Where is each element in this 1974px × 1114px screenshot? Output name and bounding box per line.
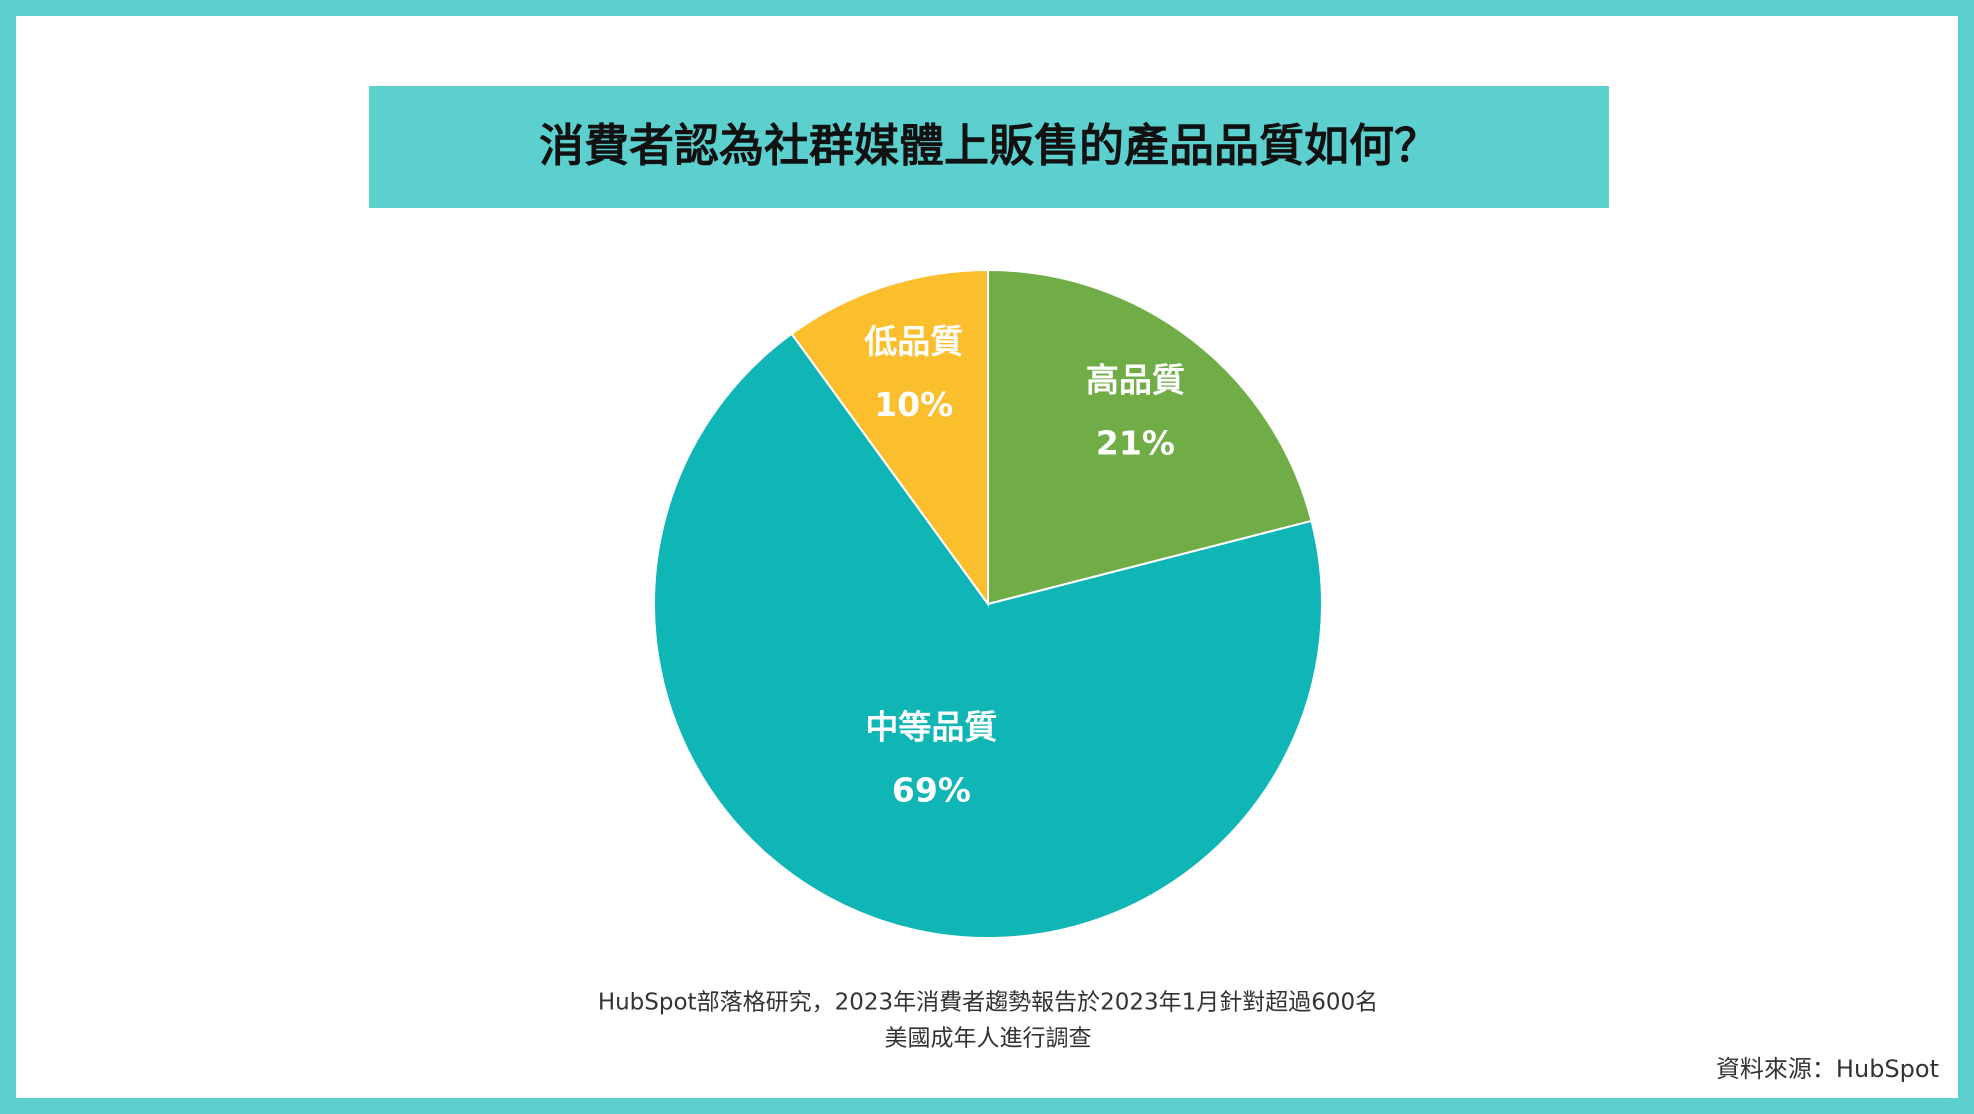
data-label: 10%	[874, 385, 953, 424]
data-label: 21%	[1096, 423, 1175, 462]
slice-label: 低品質	[864, 322, 963, 361]
chart-title: 消費者認為社群媒體上販售的產品品質如何？	[539, 119, 1439, 172]
slice-label: 高品質	[1086, 360, 1185, 399]
footnote: HubSpot部落格研究，2023年消費者趨勢報告於2023年1月針對超過600…	[598, 990, 1378, 1016]
data-label: 69%	[892, 771, 971, 810]
slice-label: 中等品質	[865, 708, 997, 747]
title-box	[369, 86, 1609, 208]
pie-slice	[790, 268, 989, 608]
pie-slice	[987, 268, 1313, 606]
footnote: 美國成年人進行調查	[885, 1026, 1092, 1052]
pie-slice	[653, 332, 1323, 939]
source: 資料來源：HubSpot	[1716, 1055, 1939, 1083]
pie: 高品質 21% 中等品質 69% 低品質 10%	[653, 268, 1323, 939]
